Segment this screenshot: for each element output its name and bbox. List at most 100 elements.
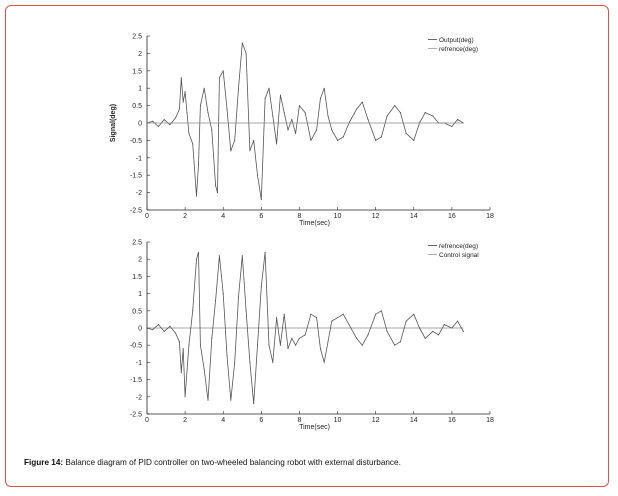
data-point [298,337,300,339]
data-point [457,119,459,121]
chart-2: -2.5 -2 -1.5 -1 -0.5 0 0.5 1 1.5 2 2.5 0 2 4 6 8 10 12 14 1… [130,240,494,432]
legend-entry: refrence(deg) [439,46,478,53]
data-point [276,317,278,319]
y-tick-label: -2 [136,394,142,401]
data-point [438,334,440,336]
data-point [249,150,251,152]
data-point [199,105,201,107]
data-point [253,403,255,405]
x-tick-label: 8 [297,213,301,220]
data-point [319,348,321,350]
data-point [413,139,415,141]
data-point [218,255,220,257]
data-point [316,129,318,131]
y-tick-label: -2.5 [130,208,142,215]
data-point [226,108,228,110]
data-point [356,108,358,110]
data-point [337,139,339,141]
data-point [443,324,445,326]
y-tick-label: 2 [138,257,142,264]
y-tick-label: 1.5 [132,68,142,75]
data-point [245,52,247,54]
y-tick-label: -1.5 [130,377,142,384]
x-tick-label: 18 [486,417,494,424]
data-point [283,112,285,114]
data-point [152,329,154,331]
data-point [367,334,369,336]
data-point [226,355,228,357]
legend-entry: Control signal [439,252,479,259]
data-point [356,337,358,339]
data-point [203,87,205,89]
data-point [237,296,239,298]
x-tick-label: 10 [334,417,342,424]
data-point [380,310,382,312]
data-point [169,124,171,126]
data-point [152,120,154,122]
data-point [394,344,396,346]
data-point [196,258,198,260]
data-point [230,399,232,401]
y-tick-label: -1 [136,155,142,162]
data-point [146,327,148,329]
x-tick-label: 14 [410,417,418,424]
legend-entry: Output(deg) [439,37,474,44]
data-point [361,101,363,103]
caption-label: Figure 14: [24,458,64,467]
data-point [319,98,321,100]
data-point [348,324,350,326]
data-point [279,344,281,346]
data-point [295,132,297,134]
data-point [197,251,199,253]
y-tick-label: -2.5 [130,412,142,419]
data-point [457,320,459,322]
data-point [184,396,186,398]
data-point [337,317,339,319]
data-point [451,125,453,127]
x-tick-label: 10 [334,213,342,220]
data-point [157,324,159,326]
data-point [230,150,232,152]
data-point [184,91,186,93]
y-tick-label: -1 [136,360,142,367]
data-point [316,317,318,319]
data-point [310,313,312,315]
data-point [182,348,184,350]
data-point [217,192,219,194]
y-tick-label: 1 [138,291,142,298]
data-point [211,337,213,339]
data-point [272,115,274,117]
y-tick-label: 0 [138,326,142,333]
data-point [249,361,251,363]
data-point [380,136,382,138]
data-point [245,310,247,312]
data-point [163,119,165,121]
data-point [169,325,171,327]
data-point [287,129,289,131]
data-point [424,112,426,114]
y-tick-label: 0.5 [132,103,142,110]
data-point [432,115,434,117]
x-tick-label: 4 [221,417,225,424]
data-point [253,139,255,141]
data-point [386,115,388,117]
x-tick-label: 6 [259,417,263,424]
y-tick-label: 0.5 [132,308,142,315]
data-point [192,143,194,145]
data-point [182,101,184,103]
x-tick-label: 2 [183,213,187,220]
data-point [260,199,262,201]
data-point [298,105,300,107]
data-point [375,139,377,141]
data-point [327,341,329,343]
data-point [462,330,464,332]
y-tick-label: 2 [138,51,142,58]
data-point [157,125,159,127]
data-point [207,399,209,401]
data-point [331,320,333,322]
series-line-1 [146,42,464,201]
x-tick-label: 14 [410,213,418,220]
y-tick-label: 0 [138,121,142,128]
data-point [268,87,270,89]
data-point [418,327,420,329]
